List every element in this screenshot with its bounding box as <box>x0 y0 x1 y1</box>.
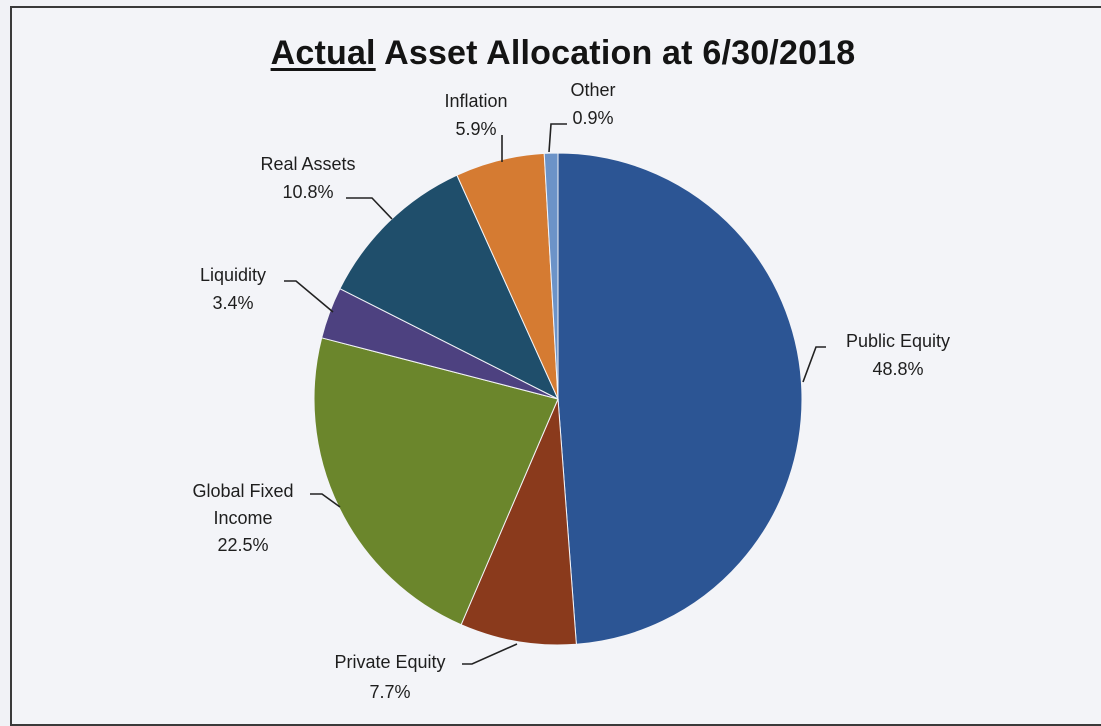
slice-labels: Public Equity 48.8% Private Equity 7.7% Glob… <box>192 80 950 702</box>
slice-value-real-assets: 10.8% <box>282 182 333 202</box>
pie-slices <box>313 152 803 646</box>
leader-line-global-fixed-income <box>310 493 341 508</box>
slice-label-inflation: Inflation 5.9% <box>444 91 507 139</box>
leader-line-real-assets <box>346 197 393 220</box>
pie-chart: Public Equity 48.8% Private Equity 7.7% Glob… <box>192 80 950 702</box>
title-text: Asset Allocation at 6/30/2018 <box>375 34 856 72</box>
slice-name-public-equity: Public Equity <box>846 331 950 351</box>
slice-name-global-fixed-income: Income <box>213 508 272 528</box>
slice-name-other: Other <box>570 80 615 100</box>
slice-name-global-fixed-income: Global Fixed <box>192 481 293 501</box>
title-emphasis: Actual <box>270 34 376 72</box>
slice-name-private-equity: Private Equity <box>334 652 445 672</box>
leader-line-private-equity <box>462 643 518 665</box>
leader-line-public-equity <box>802 346 826 383</box>
slice-value-liquidity: 3.4% <box>212 293 253 313</box>
slice-value-public-equity: 48.8% <box>872 359 923 379</box>
slice-value-private-equity: 7.7% <box>369 682 410 702</box>
pie-slice-real-assets <box>339 174 560 401</box>
pie-slice-other <box>543 152 559 400</box>
pie-slice-private-equity <box>460 398 577 646</box>
slice-label-private-equity: Private Equity 7.7% <box>334 652 445 702</box>
slice-label-other: Other 0.9% <box>570 80 615 128</box>
slice-name-real-assets: Real Assets <box>260 154 355 174</box>
leader-line-other <box>548 123 567 153</box>
pie-slice-public-equity <box>557 152 803 645</box>
leader-line-liquidity <box>284 280 334 313</box>
slice-name-inflation: Inflation <box>444 91 507 111</box>
chart-title: Actual Asset Allocation at 6/30/2018 <box>0 34 1101 73</box>
leader-lines <box>284 123 826 665</box>
slice-name-liquidity: Liquidity <box>200 265 266 285</box>
slice-value-global-fixed-income: 22.5% <box>217 535 268 555</box>
slice-label-global-fixed-income: Global Fixed Income 22.5% <box>192 481 293 555</box>
slice-value-other: 0.9% <box>572 108 613 128</box>
slice-label-liquidity: Liquidity 3.4% <box>200 265 266 313</box>
slice-label-public-equity: Public Equity 48.8% <box>846 331 950 379</box>
slice-value-inflation: 5.9% <box>455 119 496 139</box>
slice-label-real-assets: Real Assets 10.8% <box>260 154 355 202</box>
